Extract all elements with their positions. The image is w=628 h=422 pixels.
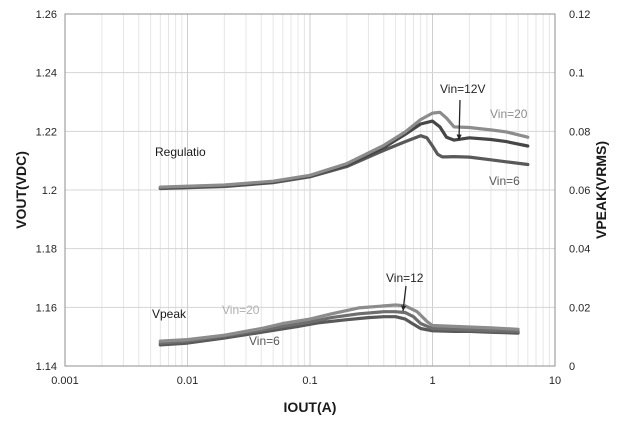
annotation-vin20-top: Vin=20 xyxy=(490,107,528,121)
y2-axis-title: VPEAK(VRMS) xyxy=(593,141,609,239)
arrow-vin12v-head xyxy=(456,134,462,140)
arrow-vin12v xyxy=(458,99,461,141)
series-line xyxy=(158,303,520,343)
arrow-vin12-head xyxy=(401,305,407,311)
y-tick-labels: 1.14 1.16 1.18 1.2 1.22 1.24 1.26 xyxy=(36,9,57,373)
y2-tick-label: 0 xyxy=(569,361,575,373)
y-tick-label: 1.18 xyxy=(36,244,57,256)
annotation-arrows xyxy=(401,99,462,312)
y2-tick-label: 0.12 xyxy=(569,9,590,21)
annotation-vin12v: Vin=12V xyxy=(440,82,486,96)
y2-tick-label: 0.1 xyxy=(569,68,584,80)
plot-frame xyxy=(64,13,556,367)
x-tick-label: 0.1 xyxy=(302,375,317,387)
annotation-vin6-bottom: Vin=6 xyxy=(249,334,280,348)
annotation-vin6-top: Vin=6 xyxy=(489,174,520,188)
y-axis-title: VOUT(VDC) xyxy=(13,151,29,229)
x-tick-labels: 0.001 0.01 0.1 1 10 xyxy=(51,375,561,387)
x-tick-label: 0.01 xyxy=(177,375,198,387)
annotation-vin20-bottom: Vin=20 xyxy=(222,303,260,317)
x-tick-label: 0.001 xyxy=(51,375,79,387)
y2-tick-labels: 0 0.02 0.04 0.06 0.08 0.1 0.12 xyxy=(569,9,590,373)
y2-tick-label: 0.04 xyxy=(569,244,590,256)
series-lines xyxy=(158,110,530,347)
annotation-vpeak: Vpeak xyxy=(152,307,187,321)
x-tick-label: 10 xyxy=(549,375,561,387)
series-line xyxy=(158,134,530,191)
x-tick-label: 1 xyxy=(429,375,435,387)
x-axis-title: IOUT(A) xyxy=(284,399,337,415)
annotation-regulation: Regulatio xyxy=(155,145,206,159)
y2-tick-label: 0.08 xyxy=(569,126,590,138)
y-tick-label: 1.16 xyxy=(36,302,57,314)
y-tick-label: 1.22 xyxy=(36,126,57,138)
y-tick-label: 1.14 xyxy=(36,361,57,373)
grid xyxy=(64,13,555,367)
series-line xyxy=(158,110,530,189)
series-line xyxy=(158,315,520,347)
y2-tick-label: 0.06 xyxy=(569,185,590,197)
y-tick-label: 1.24 xyxy=(36,68,57,80)
y-tick-label: 1.2 xyxy=(42,185,57,197)
y-tick-label: 1.26 xyxy=(36,9,57,21)
annotation-vin12-bottom: Vin=12 xyxy=(386,271,424,285)
y2-tick-label: 0.02 xyxy=(569,302,590,314)
annotations: Regulatio Vpeak Vin=12V Vin=20 Vin=6 Vin=12 Vi… xyxy=(152,82,528,348)
